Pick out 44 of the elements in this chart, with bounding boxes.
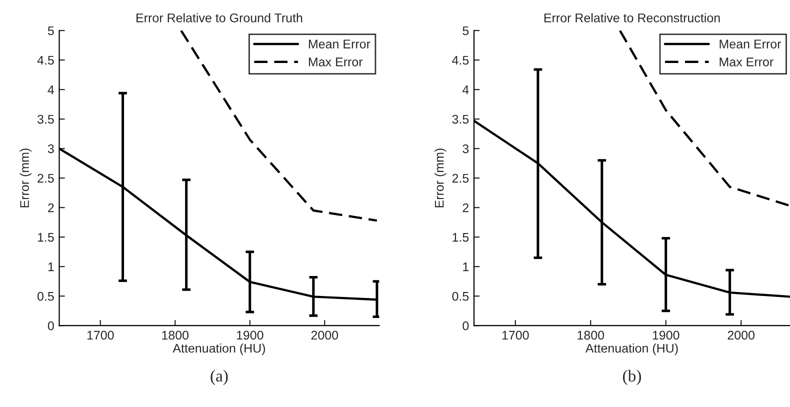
legend-label: Mean Error: [720, 40, 782, 48]
y-tick-label: 5: [462, 26, 469, 36]
x-tick-label: 1800: [162, 330, 189, 340]
chart-title: Error Relative to Ground Truth: [136, 13, 302, 22]
line-series: [618, 30, 790, 207]
y-tick-label: 1.5: [452, 233, 469, 242]
y-tick-label: 3: [48, 144, 54, 154]
chart-title: Error Relative to Reconstruction: [544, 13, 720, 22]
y-tick-label: 2.5: [452, 174, 469, 183]
y-tick-label: 4: [48, 85, 54, 94]
text: (a): [210, 370, 228, 385]
x-axis-title: Attenuation (HU): [172, 344, 265, 356]
x-tick-label: 1700: [502, 330, 529, 340]
y-tick-label: 4.5: [452, 56, 469, 65]
y-tick-label: 3.5: [452, 114, 469, 124]
y-tick-label: 0: [462, 321, 469, 330]
y-tick-label: 4: [462, 85, 469, 94]
legend-label: Max Error: [308, 58, 363, 66]
x-tick-label: 1900: [236, 330, 264, 340]
y-tick-label: 0.5: [452, 292, 469, 301]
y-tick-label: 4.5: [37, 56, 54, 65]
y-tick-label: 2: [462, 203, 469, 212]
y-axis-title: Error (mm): [20, 148, 32, 208]
x-tick-label: 1800: [578, 330, 604, 340]
y-tick-label: 2.5: [38, 174, 54, 183]
y-tick-label: 0.5: [38, 292, 54, 301]
y-tick-label: 5: [48, 26, 54, 36]
line-series: [180, 30, 378, 222]
y-tick-label: 1: [48, 262, 54, 272]
y-tick-label: 1: [463, 262, 469, 272]
x-tick-label: 2000: [311, 330, 338, 340]
x-tick-label: 1700: [87, 330, 114, 340]
y-tick-label: 1.5: [38, 233, 54, 242]
legend-label: Max Error: [720, 58, 774, 66]
y-tick-label: 2: [48, 203, 54, 212]
y-tick-label: 3.5: [37, 114, 54, 124]
text: (b): [623, 370, 641, 385]
x-tick-label: 1900: [652, 330, 680, 340]
y-axis-title: Error (mm): [434, 148, 446, 208]
x-axis-title: Attenuation (HU): [585, 344, 678, 356]
y-tick-label: 3: [462, 144, 469, 154]
legend-label: Mean Error: [308, 40, 370, 48]
x-tick-label: 2000: [728, 330, 755, 340]
y-tick-label: 0: [48, 321, 54, 330]
